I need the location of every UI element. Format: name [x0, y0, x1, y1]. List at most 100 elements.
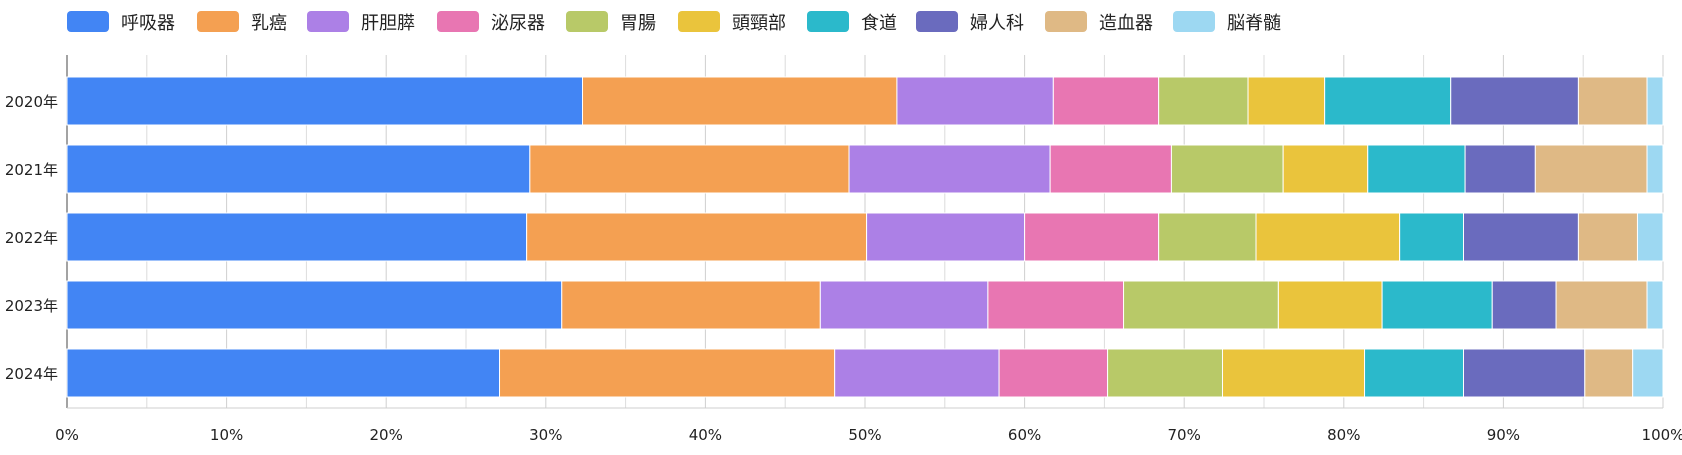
bar-2-4 — [1158, 212, 1257, 262]
legend-swatch-2 — [307, 11, 349, 32]
legend-label-8: 造血器 — [1099, 13, 1153, 34]
bar-2-3 — [1024, 212, 1160, 262]
bar-1-3 — [1049, 144, 1172, 194]
x-tick-label-4: 40% — [689, 426, 722, 444]
x-tick-label-2: 20% — [370, 426, 403, 444]
x-tick-label-6: 60% — [1008, 426, 1041, 444]
bar-1-0 — [66, 144, 531, 194]
bar-1-5 — [1282, 144, 1369, 194]
legend-swatch-7 — [916, 11, 958, 32]
bar-3-7 — [1491, 280, 1557, 330]
legend-label-1: 乳癌 — [251, 13, 287, 34]
bar-4-6 — [1364, 348, 1464, 398]
legend-swatch-1 — [197, 11, 239, 32]
bar-3-3 — [987, 280, 1125, 330]
bar-0-5 — [1247, 76, 1326, 126]
bar-2-2 — [866, 212, 1026, 262]
legend-label-4: 胃腸 — [620, 13, 656, 34]
bar-0-0 — [66, 76, 584, 126]
y-tick-label-2: 2022年 — [5, 229, 58, 247]
bar-0-6 — [1324, 76, 1452, 126]
bar-4-0 — [66, 348, 501, 398]
legend-item-0[interactable]: 呼吸器 — [67, 11, 175, 34]
bar-2-7 — [1463, 212, 1579, 262]
bar-3-6 — [1381, 280, 1493, 330]
bar-0-1 — [582, 76, 898, 126]
bar-1-4 — [1170, 144, 1284, 194]
x-tick-label-0: 0% — [55, 426, 79, 444]
legend-item-4[interactable]: 胃腸 — [566, 11, 656, 34]
bar-3-1 — [561, 280, 821, 330]
legend-label-2: 肝胆膵 — [361, 13, 415, 34]
bar-2-6 — [1399, 212, 1465, 262]
bar-4-4 — [1107, 348, 1224, 398]
bar-1-7 — [1464, 144, 1536, 194]
bar-0-3 — [1052, 76, 1160, 126]
legend-swatch-5 — [678, 11, 720, 32]
legend: 呼吸器 乳癌 肝胆膵 泌尿器 胃腸 頭頸部 食道 婦人科 造血器 脳脊髄 — [67, 11, 1281, 34]
x-tick-label-7: 70% — [1168, 426, 1201, 444]
bar-4-1 — [499, 348, 836, 398]
legend-item-1[interactable]: 乳癌 — [197, 11, 287, 34]
bar-4-2 — [834, 348, 1000, 398]
bar-3-2 — [819, 280, 989, 330]
legend-swatch-3 — [437, 11, 479, 32]
x-tick-label-8: 80% — [1327, 426, 1360, 444]
bar-2-0 — [66, 212, 528, 262]
bar-2-8 — [1577, 212, 1638, 262]
bar-1-9 — [1646, 144, 1664, 194]
bar-3-4 — [1123, 280, 1279, 330]
bar-0-2 — [896, 76, 1054, 126]
x-tick-label-5: 50% — [848, 426, 881, 444]
bars — [66, 76, 1664, 398]
bar-2-5 — [1255, 212, 1401, 262]
bar-3-9 — [1646, 280, 1664, 330]
legend-label-3: 泌尿器 — [491, 13, 545, 34]
legend-item-3[interactable]: 泌尿器 — [437, 11, 545, 34]
bar-0-9 — [1646, 76, 1664, 126]
bar-4-8 — [1584, 348, 1634, 398]
legend-swatch-9 — [1173, 11, 1215, 32]
bar-4-7 — [1463, 348, 1586, 398]
legend-item-8[interactable]: 造血器 — [1045, 11, 1153, 34]
legend-swatch-0 — [67, 11, 109, 32]
bar-1-6 — [1367, 144, 1466, 194]
bar-0-8 — [1577, 76, 1648, 126]
y-tick-label-1: 2021年 — [5, 161, 58, 179]
bar-4-5 — [1222, 348, 1366, 398]
legend-label-6: 食道 — [861, 13, 897, 34]
bar-1-8 — [1534, 144, 1648, 194]
bar-4-9 — [1632, 348, 1664, 398]
y-tick-label-4: 2024年 — [5, 365, 58, 383]
y-axis: 2020年 2021年 2022年 2023年 2024年 — [5, 93, 58, 383]
bar-0-7 — [1450, 76, 1579, 126]
x-axis: 0% 10% 20% 30% 40% 50% 60% 70% 80% 90% 100% — [55, 407, 1682, 444]
x-tick-label-10: 100% — [1642, 426, 1682, 444]
legend-label-0: 呼吸器 — [121, 13, 175, 34]
x-tick-label-3: 30% — [529, 426, 562, 444]
bar-3-0 — [66, 280, 563, 330]
bar-2-9 — [1636, 212, 1664, 262]
bar-4-3 — [998, 348, 1109, 398]
y-tick-label-3: 2023年 — [5, 297, 58, 315]
legend-label-5: 頭頸部 — [732, 13, 786, 34]
legend-item-9[interactable]: 脳脊髄 — [1173, 11, 1281, 34]
bar-1-2 — [848, 144, 1051, 194]
legend-swatch-6 — [807, 11, 849, 32]
bar-3-8 — [1555, 280, 1648, 330]
x-tick-label-9: 90% — [1487, 426, 1520, 444]
legend-item-5[interactable]: 頭頸部 — [678, 11, 786, 34]
x-tick-label-1: 10% — [210, 426, 243, 444]
bar-2-1 — [526, 212, 868, 262]
legend-item-2[interactable]: 肝胆膵 — [307, 11, 415, 34]
bar-0-4 — [1158, 76, 1249, 126]
y-tick-label-0: 2020年 — [5, 93, 58, 111]
legend-swatch-8 — [1045, 11, 1087, 32]
legend-item-6[interactable]: 食道 — [807, 11, 897, 34]
legend-label-7: 婦人科 — [970, 13, 1024, 34]
bar-1-1 — [529, 144, 850, 194]
bar-3-5 — [1277, 280, 1383, 330]
legend-item-7[interactable]: 婦人科 — [916, 11, 1024, 34]
